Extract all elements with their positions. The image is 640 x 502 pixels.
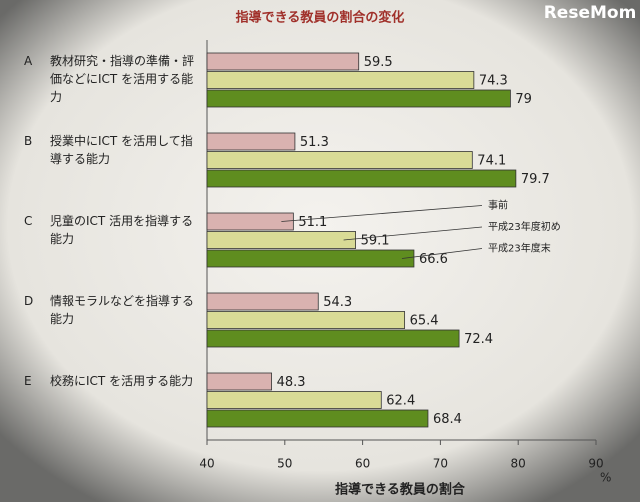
- x-tick-label: 90: [588, 457, 603, 471]
- value-label: 62.4: [386, 394, 415, 409]
- legend-leader: [281, 205, 483, 222]
- x-tick-label: 60: [355, 457, 370, 471]
- category-label: 児童のICT 活用を指導する能力: [50, 214, 194, 246]
- value-label: 54.3: [323, 295, 352, 310]
- value-label: 68.4: [433, 412, 462, 427]
- value-label: 74.3: [479, 74, 508, 89]
- category-letter: D: [24, 294, 34, 308]
- bar: [206, 132, 296, 151]
- bar: [206, 409, 429, 428]
- value-label: 79.7: [521, 172, 550, 187]
- category-label: 校務にICT を活用する能力: [50, 374, 194, 388]
- bar: [206, 151, 473, 169]
- x-unit: %: [600, 471, 611, 485]
- legend-label: 事前: [488, 199, 508, 212]
- category-label: 情報モラルなどを指導する能力: [50, 294, 195, 326]
- value-label: 72.4: [464, 332, 493, 347]
- value-label: 65.4: [410, 314, 439, 329]
- value-label: 51.1: [298, 215, 327, 230]
- value-label: 79: [515, 92, 532, 107]
- chart-title: 指導できる教員の割合の変化: [236, 10, 405, 26]
- value-label: 59.5: [364, 55, 393, 70]
- x-tick-label: 80: [511, 457, 526, 471]
- x-tick-label: 50: [277, 457, 292, 471]
- value-label: 48.3: [277, 375, 306, 390]
- category-letter: E: [24, 374, 32, 388]
- legend-leader: [401, 248, 483, 259]
- bar: [206, 311, 406, 329]
- legend-label: 平成23年度末: [488, 242, 551, 255]
- bar: [206, 212, 294, 231]
- value-label: 51.3: [300, 135, 329, 150]
- category-label: 授業中にICT を活用して指導する能力: [50, 134, 193, 166]
- category-letter: A: [24, 54, 33, 68]
- x-tick-label: 40: [199, 457, 214, 471]
- bar: [206, 52, 360, 71]
- value-label: 74.1: [477, 154, 506, 169]
- bar: [206, 329, 460, 348]
- category-letter: B: [24, 134, 33, 148]
- category-letter: C: [24, 214, 33, 228]
- bar: [206, 71, 475, 89]
- bar: [206, 249, 415, 268]
- x-tick-label: 70: [433, 457, 448, 471]
- value-label: 59.1: [361, 234, 390, 249]
- bar: [206, 169, 517, 188]
- legend-leader: [343, 226, 483, 241]
- bar: [206, 89, 511, 108]
- legend-label: 平成23年度初め: [488, 220, 561, 233]
- bar: [206, 231, 356, 249]
- category-label: 教材研究・指導の準備・評価などにICT を活用する能力: [50, 54, 195, 104]
- x-axis-label: 指導できる教員の割合: [335, 482, 466, 498]
- watermark: ReseMom: [544, 3, 637, 23]
- bar: [206, 391, 382, 409]
- bar: [206, 292, 319, 311]
- bar: [206, 372, 272, 391]
